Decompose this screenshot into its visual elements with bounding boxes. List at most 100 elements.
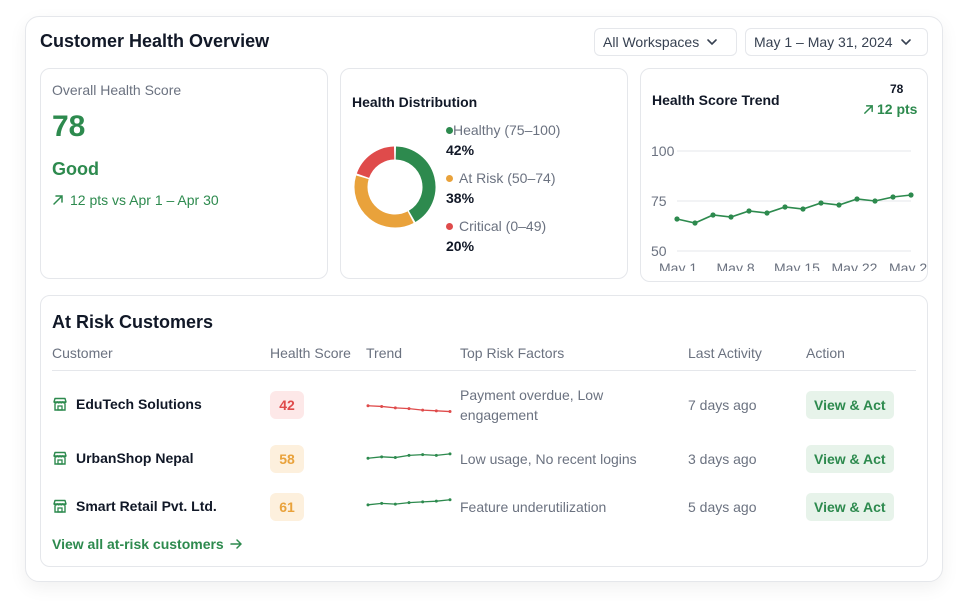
at-risk-panel (40, 295, 928, 567)
trend-sparkline (366, 404, 452, 414)
sparkline-point (380, 455, 384, 459)
trend-point (818, 200, 824, 206)
column-header-last-activity: Last Activity (688, 345, 762, 361)
date-range-dropdown[interactable]: May 1 – May 31, 2024 (745, 28, 928, 56)
sparkline-point (434, 409, 438, 413)
donut-slice-1 (354, 175, 414, 228)
page-title: Customer Health Overview (40, 31, 270, 51)
sparkline-point (407, 501, 411, 505)
trend-score: 78 (890, 82, 904, 96)
trend-point (692, 220, 698, 226)
arrow-right-icon (229, 539, 242, 549)
customer-name: Smart Retail Pvt. Ltd. (76, 498, 217, 514)
chevron-down-icon (900, 39, 911, 46)
distribution-donut (354, 146, 436, 228)
trend-sparkline (366, 452, 452, 460)
trend-point (890, 194, 896, 200)
chevron-down-icon (707, 39, 718, 46)
column-header-action: Action (806, 345, 845, 361)
health-score-badge: 42 (270, 391, 304, 419)
sparkline-point (380, 404, 384, 408)
legend-critical-pct: 20% (446, 238, 475, 254)
last-activity: 3 days ago (688, 451, 757, 467)
overall-status: Good (52, 159, 99, 179)
risk-factors: Feature underutilization (460, 499, 607, 515)
trend-point (746, 208, 752, 214)
overall-score-value: 78 (52, 110, 86, 143)
table-row: EduTech Solutions 42 Payment overdue, Lo… (52, 385, 916, 425)
arrow-up-right-icon (53, 195, 63, 205)
overall-change-text: 12 pts vs Apr 1 – Apr 30 (70, 192, 219, 208)
legend-healthy-pct: 42% (446, 142, 475, 158)
trend-change: 12 pts (863, 101, 917, 117)
risk-factors: Payment overdue, Low engagement (460, 387, 604, 423)
customer-cell: UrbanShop Nepal (52, 450, 193, 466)
trend-point (764, 210, 770, 216)
customer-name: EduTech Solutions (76, 396, 202, 412)
sparkline-point (366, 456, 370, 460)
legend-at-risk-pct: 38% (446, 190, 475, 206)
legend-critical: Critical (0–49) (446, 218, 546, 234)
trend-point (674, 216, 680, 222)
column-header-trend: Trend (366, 345, 403, 361)
trend-point (908, 192, 914, 198)
view-all-at-risk-link[interactable]: View all at-risk customers (52, 536, 242, 552)
distribution-panel (340, 68, 628, 279)
sparkline-point (366, 404, 370, 408)
column-header-health-score: Health Score (270, 345, 351, 361)
store-icon (53, 499, 67, 513)
y-tick-label: 50 (651, 243, 667, 259)
store-icon (53, 397, 67, 411)
legend-healthy: Healthy (75–100) (446, 122, 560, 138)
last-activity: 7 days ago (688, 397, 757, 413)
health-score-badge: 58 (270, 445, 304, 473)
y-tick-label: 75 (651, 193, 667, 209)
sparkline-point (421, 408, 425, 412)
overall-change: 12 pts vs Apr 1 – Apr 30 (52, 192, 219, 208)
y-tick-label: 100 (651, 143, 675, 159)
view-all-label: View all at-risk customers (52, 536, 224, 552)
donut-slice-2 (356, 146, 395, 179)
view-act-button[interactable]: View & Act (806, 445, 894, 473)
sparkline-point (448, 498, 452, 502)
trend-point (872, 198, 878, 204)
view-act-button[interactable]: View & Act (806, 493, 894, 521)
risk-factors: Low usage, No recent logins (460, 451, 637, 467)
store-icon (53, 451, 67, 465)
customer-name: UrbanShop Nepal (76, 450, 194, 466)
trend-panel (640, 68, 928, 282)
last-activity: 5 days ago (688, 499, 757, 515)
view-act-button[interactable]: View & Act (806, 391, 894, 419)
column-header-risk-factors: Top Risk Factors (460, 345, 565, 361)
workspace-filter-dropdown[interactable]: All Workspaces (594, 28, 737, 56)
legend-at-risk-label: At Risk (50–74) (459, 170, 556, 186)
x-tick-label: May 29 (889, 260, 927, 271)
health-score-badge: 61 (270, 493, 304, 521)
trend-point (800, 206, 806, 212)
trend-series-line (676, 194, 912, 224)
sparkline-point (393, 502, 397, 506)
column-header-customer: Customer (52, 345, 113, 361)
at-risk-dot-icon (446, 174, 453, 182)
sparkline-point (421, 500, 425, 504)
trend-title: Health Score Trend (652, 92, 780, 108)
customer-cell: Smart Retail Pvt. Ltd. (52, 498, 217, 514)
trend-point (854, 196, 860, 202)
distribution-title: Health Distribution (352, 94, 478, 110)
x-tick-label: May 8 (717, 260, 755, 271)
trend-sparkline (366, 498, 452, 507)
legend-critical-label: Critical (0–49) (459, 218, 547, 234)
sparkline-point (393, 406, 397, 410)
donut-slice-0 (395, 146, 436, 222)
legend-healthy-label: Healthy (75–100) (453, 122, 561, 138)
table-row: UrbanShop Nepal 58 Low usage, No recent … (52, 439, 916, 479)
sparkline-point (421, 453, 425, 457)
date-range-value: May 1 – May 31, 2024 (754, 34, 893, 50)
x-tick-label: May 22 (832, 260, 878, 271)
trend-change-text: 12 pts (877, 101, 918, 117)
trend-point (836, 202, 842, 208)
arrow-up-right-icon (864, 104, 873, 114)
critical-dot-icon (446, 222, 453, 230)
customer-cell: EduTech Solutions (52, 396, 202, 412)
